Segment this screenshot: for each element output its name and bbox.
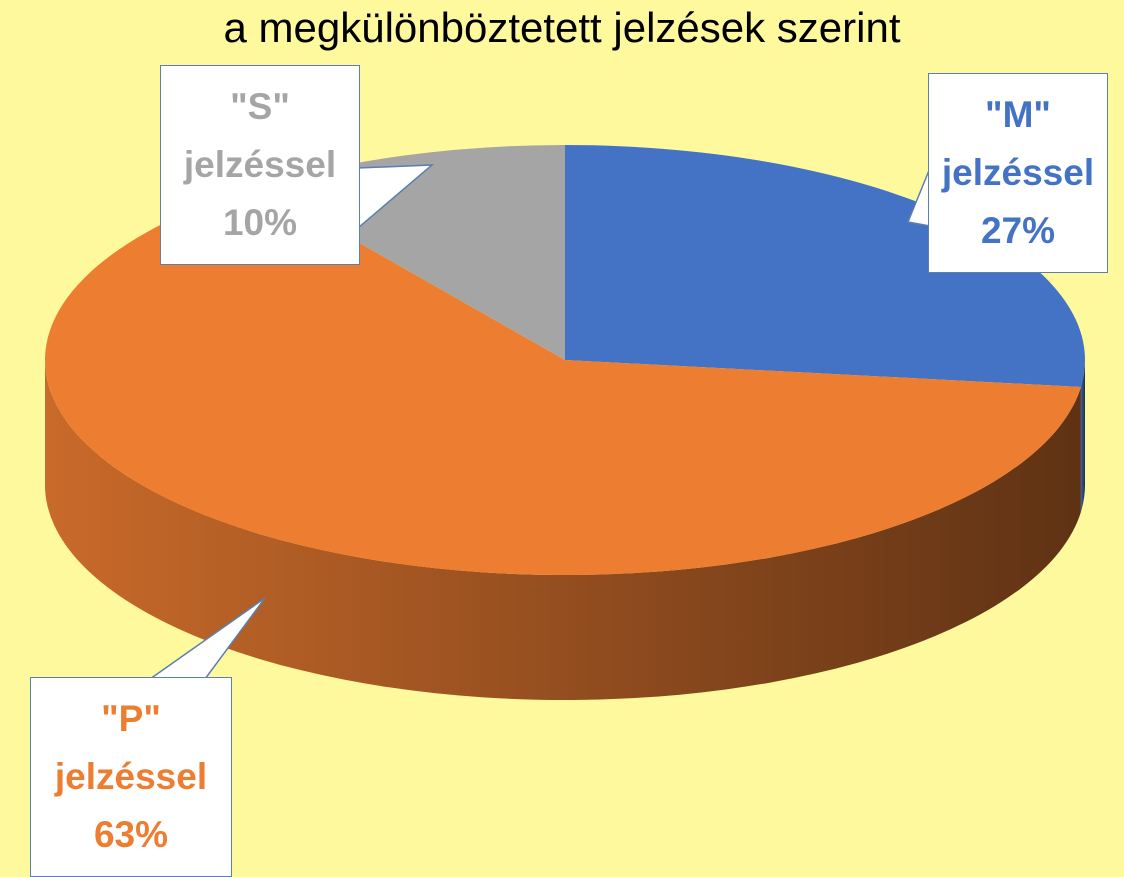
category-label: "M" jelzéssel bbox=[941, 94, 1095, 193]
slice-side bbox=[1080, 360, 1085, 512]
data-label: "S" jelzéssel 10% bbox=[160, 65, 360, 265]
slice-side bbox=[45, 360, 1081, 701]
slice bbox=[565, 145, 1085, 512]
value-label: 63% bbox=[93, 814, 169, 855]
slice-top bbox=[45, 186, 1081, 575]
category-label: "S" jelzéssel bbox=[183, 86, 337, 185]
tail bbox=[906, 167, 931, 227]
data-label: "M" jelzéssel 27% bbox=[928, 73, 1108, 273]
slice bbox=[45, 186, 1081, 701]
category-label: "P" jelzéssel bbox=[54, 698, 208, 797]
value-label: 27% bbox=[980, 210, 1056, 251]
data-label: "P" jelzéssel 63% bbox=[30, 677, 232, 877]
slice-top bbox=[565, 145, 1085, 387]
value-label: 10% bbox=[222, 202, 298, 243]
chart-title: a megkülönböztetett jelzések szerint bbox=[223, 4, 901, 51]
